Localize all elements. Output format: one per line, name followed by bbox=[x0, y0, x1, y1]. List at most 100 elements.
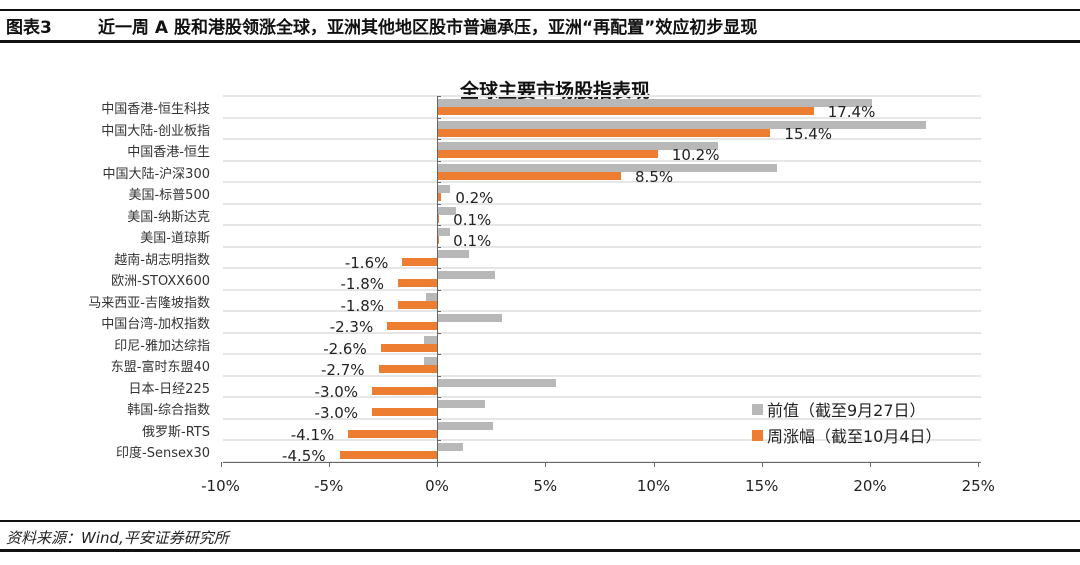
data-label: 10.2% bbox=[671, 146, 720, 164]
y-tick bbox=[437, 375, 441, 377]
bar-prev bbox=[437, 249, 470, 258]
legend-swatch-cur bbox=[752, 429, 763, 441]
figure-number: 图表3 bbox=[6, 18, 52, 38]
figure-title: 近一周 A 股和港股领涨全球，亚洲其他地区股市普遍承压，亚洲“再配置”效应初步显… bbox=[98, 18, 758, 38]
y-tick bbox=[437, 182, 441, 183]
bar-cur bbox=[387, 322, 437, 330]
gridline bbox=[223, 95, 981, 97]
header-bottom-rule bbox=[0, 40, 1080, 43]
category-label: 中国香港-恒生科技 bbox=[101, 102, 210, 117]
category-label: 美国-标普500 bbox=[128, 188, 210, 203]
bar-cur bbox=[339, 451, 437, 459]
bar-prev bbox=[437, 120, 927, 129]
y-tick bbox=[437, 203, 441, 205]
bar-prev bbox=[437, 314, 502, 322]
legend-swatch-prev bbox=[752, 403, 763, 415]
category-label: 中国台湾-加权指数 bbox=[101, 317, 210, 332]
category-label: 马来西亚-吉隆坡指数 bbox=[88, 295, 210, 311]
data-label: -1.6% bbox=[344, 253, 389, 272]
bar-cur bbox=[437, 236, 440, 244]
legend-item-prev: 前值（截至9月27日） bbox=[752, 396, 942, 422]
gridline bbox=[223, 224, 981, 226]
x-tick bbox=[437, 462, 438, 467]
bar-cur bbox=[380, 343, 437, 352]
x-tick-label: 10% bbox=[636, 477, 671, 495]
category-label: 欧洲-STOXX600 bbox=[111, 274, 210, 289]
y-tick bbox=[437, 225, 441, 226]
top-rule bbox=[0, 9, 1080, 11]
y-tick bbox=[437, 289, 441, 291]
gridline bbox=[223, 353, 981, 355]
bar-cur bbox=[437, 171, 622, 180]
data-label: 0.1% bbox=[453, 232, 492, 250]
bar-prev bbox=[437, 378, 557, 387]
y-tick bbox=[437, 96, 441, 97]
x-tick bbox=[761, 462, 763, 467]
x-tick-label: 5% bbox=[533, 477, 558, 495]
source-top-rule bbox=[0, 520, 1080, 522]
x-tick-label: -10% bbox=[201, 477, 240, 495]
gridline bbox=[223, 202, 981, 205]
x-tick-label: 25% bbox=[961, 477, 995, 495]
category-label: 东盟-富时东盟40 bbox=[110, 360, 210, 375]
category-label: 印尼-雅加达综指 bbox=[114, 338, 210, 354]
bar-prev bbox=[437, 443, 463, 451]
legend-label-prev: 前值（截至9月27日） bbox=[767, 401, 926, 420]
x-tick-label: 20% bbox=[853, 477, 887, 495]
x-tick bbox=[220, 462, 222, 467]
bar-cur bbox=[437, 128, 771, 137]
y-tick bbox=[437, 160, 441, 162]
bar-cur bbox=[372, 386, 437, 395]
category-label: 韩国-综合指数 bbox=[127, 403, 210, 418]
y-tick bbox=[437, 354, 441, 355]
data-label: -4.1% bbox=[290, 425, 335, 444]
x-tick-label: 0% bbox=[425, 477, 449, 495]
bottom-rule bbox=[0, 549, 1080, 552]
bar-prev bbox=[437, 185, 450, 193]
bar-cur bbox=[372, 408, 437, 416]
category-label: 日本-日经225 bbox=[128, 381, 210, 397]
y-tick bbox=[437, 246, 441, 248]
gridline bbox=[223, 439, 981, 441]
bar-prev bbox=[424, 357, 437, 365]
bar-prev bbox=[437, 163, 777, 172]
data-label: -2.6% bbox=[323, 339, 367, 358]
gridline bbox=[223, 159, 981, 162]
gridline bbox=[223, 138, 981, 140]
source-note: 资料来源：Wind,平安证券研究所 bbox=[6, 529, 229, 547]
y-tick bbox=[437, 311, 441, 312]
bar-cur bbox=[402, 257, 437, 266]
legend-label-cur: 周涨幅（截至10月4日） bbox=[767, 427, 942, 446]
bar-prev bbox=[437, 99, 873, 107]
bar-prev bbox=[437, 421, 494, 430]
gridline bbox=[223, 245, 981, 248]
x-tick-label: -5% bbox=[314, 477, 344, 495]
data-label: -3.0% bbox=[314, 382, 359, 401]
bar-cur bbox=[437, 193, 442, 201]
category-label: 美国-纳斯达克 bbox=[127, 209, 210, 225]
y-tick bbox=[437, 397, 441, 398]
figure-header: 图表3 近一周 A 股和港股领涨全球，亚洲其他地区股市普遍承压，亚洲“再配置”效应… bbox=[6, 13, 757, 38]
bar-cur bbox=[348, 429, 437, 438]
gridline bbox=[223, 310, 981, 312]
data-label: -1.8% bbox=[340, 296, 385, 315]
bar-cur bbox=[437, 107, 814, 115]
category-label: 美国-道琼斯 bbox=[140, 231, 210, 246]
gridline bbox=[223, 181, 981, 183]
y-tick bbox=[437, 117, 441, 119]
bar-prev bbox=[437, 400, 485, 408]
data-label: 0.1% bbox=[453, 210, 492, 229]
data-label: -1.8% bbox=[340, 275, 385, 293]
bar-prev bbox=[437, 271, 496, 279]
x-tick bbox=[545, 462, 547, 467]
data-label: 17.4% bbox=[827, 103, 876, 121]
data-label: 8.5% bbox=[635, 167, 674, 186]
gridline bbox=[223, 267, 981, 269]
category-label: 越南-胡志明指数 bbox=[114, 252, 210, 268]
category-label: 中国大陆-沪深300 bbox=[102, 166, 210, 182]
bar-cur bbox=[398, 279, 437, 287]
data-label: -4.5% bbox=[282, 447, 326, 465]
bar-cur bbox=[437, 150, 658, 158]
data-label: 15.4% bbox=[784, 124, 833, 143]
